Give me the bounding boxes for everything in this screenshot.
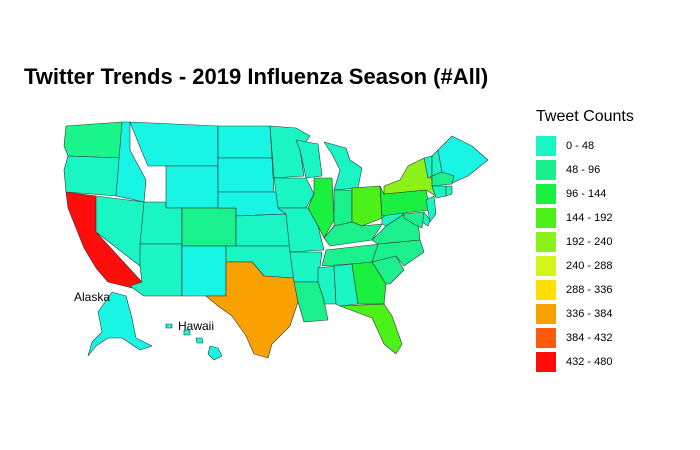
legend-label: 336 - 384 — [566, 308, 613, 320]
state-md — [403, 211, 425, 229]
legend-item: 48 - 96 — [536, 158, 686, 182]
legend-swatch — [536, 352, 556, 372]
state-co — [181, 207, 237, 247]
legend-swatch — [536, 304, 556, 324]
legend-item: 96 - 144 — [536, 182, 686, 206]
legend-items: 0 - 48 48 - 96 96 - 144 144 - 192 192 - 240 2… — [536, 134, 686, 374]
legend-swatch — [536, 136, 556, 156]
legend-item: 432 - 480 — [536, 350, 686, 374]
legend-title: Tweet Counts — [536, 108, 634, 125]
state-ga — [351, 261, 387, 305]
state-ks — [235, 213, 291, 247]
legend-label: 384 - 432 — [566, 332, 613, 344]
state-hi — [165, 323, 223, 361]
legend-label: 288 - 336 — [566, 284, 613, 296]
state-wi — [295, 139, 323, 179]
legend-item: 0 - 48 — [536, 134, 686, 158]
map-title: Twitter Trends - 2019 Influenza Season (… — [24, 64, 489, 89]
state-ar — [289, 251, 323, 283]
legend-item: 288 - 336 — [536, 278, 686, 302]
legend-label: 0 - 48 — [566, 140, 595, 152]
state-ky — [323, 221, 383, 247]
legend-item: 336 - 384 — [536, 302, 686, 326]
state-nd — [217, 125, 273, 159]
hawaii-label: Hawaii — [178, 319, 214, 333]
legend-label: 96 - 144 — [566, 188, 607, 200]
legend-swatch — [536, 328, 556, 348]
legend-label: 432 - 480 — [566, 356, 613, 368]
state-ut — [139, 201, 183, 245]
state-ia — [273, 177, 315, 209]
state-fl — [339, 303, 403, 355]
state-wy — [165, 165, 219, 209]
state-ma — [431, 171, 455, 187]
legend-label: 240 - 288 — [566, 260, 613, 272]
legend-swatch — [536, 208, 556, 228]
legend: Tweet Counts 0 - 48 48 - 96 96 - 144 144 - … — [536, 108, 686, 374]
state-nj — [425, 195, 437, 223]
legend-label: 48 - 96 — [566, 164, 601, 176]
alaska-label: Alaska — [74, 290, 110, 304]
legend-swatch — [536, 160, 556, 180]
legend-item: 192 - 240 — [536, 230, 686, 254]
state-sd — [217, 157, 275, 193]
state-al — [333, 263, 359, 307]
state-nm — [181, 245, 227, 297]
legend-swatch — [536, 256, 556, 276]
state-or — [63, 155, 123, 197]
legend-item: 240 - 288 — [536, 254, 686, 278]
legend-label: 192 - 240 — [566, 236, 613, 248]
state-in — [333, 189, 353, 227]
state-ak — [87, 291, 153, 357]
legend-item: 144 - 192 — [536, 206, 686, 230]
legend-swatch — [536, 184, 556, 204]
legend-swatch — [536, 280, 556, 300]
state-wa — [63, 121, 123, 159]
legend-label: 144 - 192 — [566, 212, 613, 224]
state-ri — [445, 185, 453, 197]
legend-item: 384 - 432 — [536, 326, 686, 350]
state-oh — [351, 185, 383, 227]
state-tx — [205, 261, 299, 359]
state-mt — [129, 121, 219, 167]
legend-swatch — [536, 232, 556, 252]
state-il — [307, 177, 335, 239]
